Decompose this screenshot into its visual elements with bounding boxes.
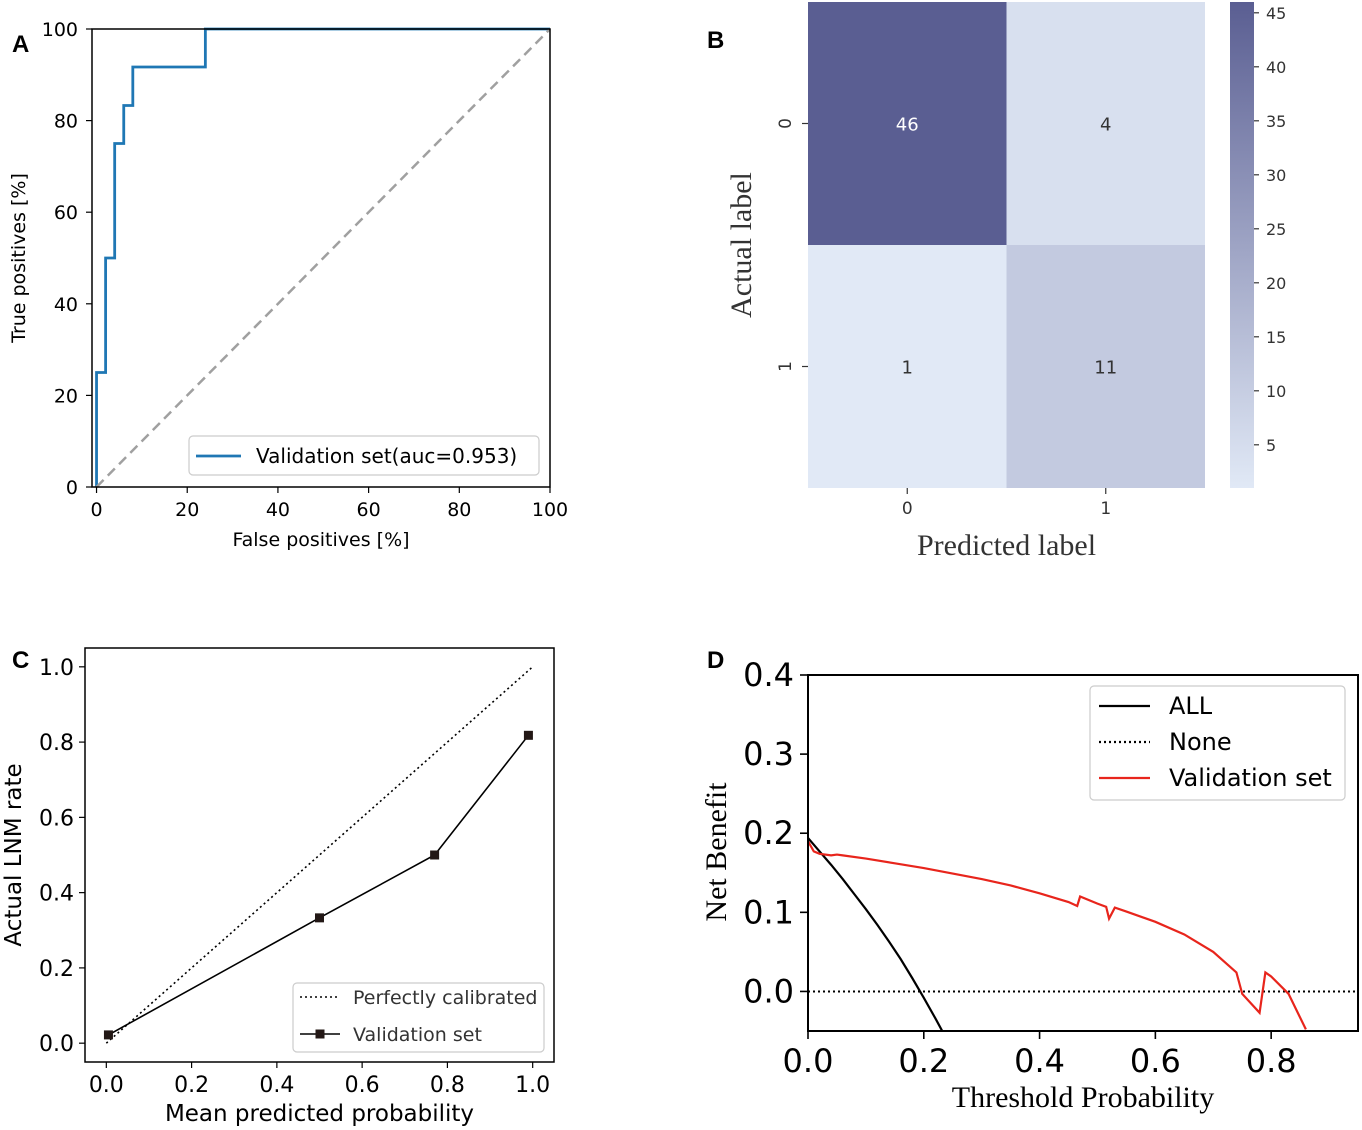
legend-entry: Validation set [353, 1024, 482, 1046]
plot-frame [807, 674, 1359, 1032]
panel-label-c: C [12, 647, 29, 674]
y-tick-label: 1 [776, 361, 796, 372]
roc-chart: A 0 20 40 60 80 100 0 20 40 60 80 100 False positives… [8, 19, 568, 551]
cell-value-label: 1 [902, 358, 913, 379]
y-tick-label: 100 [42, 19, 78, 41]
colorbar-tick-label: 45 [1266, 4, 1286, 23]
x-tick-label: 0.2 [898, 1042, 949, 1080]
legend-box [188, 435, 540, 476]
heatmap-cell [1006, 2, 1205, 245]
calibration-point [103, 1030, 113, 1040]
legend: Perfectly calibrated Validation set [292, 982, 545, 1053]
x-tick-label: 0.8 [1246, 1042, 1297, 1080]
x-tick-label: 40 [266, 499, 290, 521]
y-tick-label: 1.0 [39, 656, 74, 681]
x-tick-label: 0.8 [430, 1073, 465, 1098]
plot-frame [91, 28, 551, 488]
panel-label-d: D [707, 647, 724, 674]
decision-curve-chart: D0.0 0.2 0.4 0.6 0.80.00.10.20.30.4Threshold… [700, 647, 1359, 1114]
x-tick-label: 0.6 [345, 1073, 380, 1098]
colorbar-tick-label: 30 [1266, 166, 1286, 185]
colorbar-tick-label: 10 [1266, 382, 1286, 401]
colorbar-tick-label: 40 [1266, 58, 1286, 77]
y-tick-label: 0.3 [743, 735, 794, 773]
y-tick-label: 80 [54, 111, 78, 133]
y-tick-label: 0.2 [39, 957, 74, 982]
colorbar-tick-label: 5 [1266, 436, 1276, 455]
calibration-point [523, 730, 533, 740]
legend: ALL None Validation set [1089, 685, 1346, 801]
x-axis-label: Threshold Probability [952, 1081, 1214, 1114]
legend-marker [315, 1029, 325, 1039]
x-axis-label: Mean predicted probability [165, 1101, 474, 1127]
y-tick-label: 0.8 [39, 731, 74, 756]
roc-curve [95, 27, 550, 487]
y-tick-label: 60 [54, 202, 78, 224]
cell-value-label: 4 [1100, 115, 1111, 136]
colorbar [1230, 2, 1254, 488]
x-axis-label: Predicted label [917, 529, 1096, 562]
y-tick-label: 40 [54, 294, 78, 316]
y-tick-label: 0.1 [743, 893, 794, 931]
x-tick-label: 0.0 [89, 1073, 124, 1098]
plot-area [808, 837, 1358, 1031]
heatmap-cell [808, 245, 1007, 488]
y-tick-label: 0.4 [39, 882, 74, 907]
x-tick-label: 0 [90, 499, 102, 521]
y-axis-label: True positives [%] [8, 173, 30, 344]
x-tick-label: 0.0 [783, 1042, 834, 1080]
x-tick-label: 20 [175, 499, 199, 521]
y-axis-label: Actual label [725, 172, 758, 318]
x-tick-label: 0.4 [259, 1073, 294, 1098]
x-tick-label: 100 [532, 499, 568, 521]
legend: Validation set(auc=0.953) [188, 435, 540, 476]
legend-entry: ALL [1169, 692, 1213, 720]
colorbar-tick-label: 15 [1266, 328, 1286, 347]
y-axis-label: Net Benefit [700, 782, 733, 922]
y-tick-label: 0.6 [39, 806, 74, 831]
colorbar-tick-label: 20 [1266, 274, 1286, 293]
calibration-chart: C 0.0 0.2 0.4 0.6 0.8 1.0 0.0 0.2 0.4 0.6 0.8 1.0 Mea… [1, 647, 555, 1127]
calibration-curve [108, 734, 530, 1036]
x-tick-label: 1 [1100, 499, 1111, 519]
y-tick-label: 0 [776, 118, 796, 129]
treat-all-line [808, 837, 944, 1031]
y-tick-label: 0.4 [743, 656, 794, 694]
x-axis-label: False positives [%] [232, 529, 409, 551]
panel-label-b: B [707, 27, 724, 54]
chance-line [95, 28, 551, 488]
legend-entry: Validation set [1169, 764, 1332, 792]
y-tick-label: 0.0 [39, 1032, 74, 1057]
x-tick-label: 1.0 [515, 1073, 550, 1098]
y-tick-label: 0.0 [743, 972, 794, 1010]
legend-box [292, 982, 545, 1053]
heatmap-cell [1006, 245, 1205, 488]
colorbar-tick-label: 35 [1266, 112, 1286, 131]
x-tick-label: 0.4 [1014, 1042, 1065, 1080]
cell-value-label: 11 [1094, 358, 1117, 379]
y-axis-label: Actual LNM rate [1, 763, 27, 946]
x-tick-label: 80 [447, 499, 471, 521]
x-tick-label: 60 [357, 499, 381, 521]
legend-entry: Validation set(auc=0.953) [256, 444, 517, 468]
validation-set-curve [808, 840, 1307, 1030]
calibration-point [315, 913, 324, 923]
legend-entry: Perfectly calibrated [353, 987, 537, 1009]
x-tick-label: 0 [902, 499, 913, 519]
y-tick-label: 20 [54, 385, 78, 407]
heatmap-cell [808, 2, 1007, 245]
cell-value-label: 46 [896, 115, 919, 136]
y-tick-label: 0.2 [743, 814, 794, 852]
legend-entry: None [1169, 728, 1232, 756]
plot-frame [84, 647, 555, 1063]
y-tick-label: 0 [66, 477, 78, 499]
colorbar-tick-label: 25 [1266, 220, 1286, 239]
calibration-point [430, 850, 440, 860]
legend-box [1089, 685, 1346, 801]
x-tick-label: 0.2 [174, 1073, 209, 1098]
panel-label-a: A [12, 31, 29, 58]
x-tick-label: 0.6 [1130, 1042, 1181, 1080]
